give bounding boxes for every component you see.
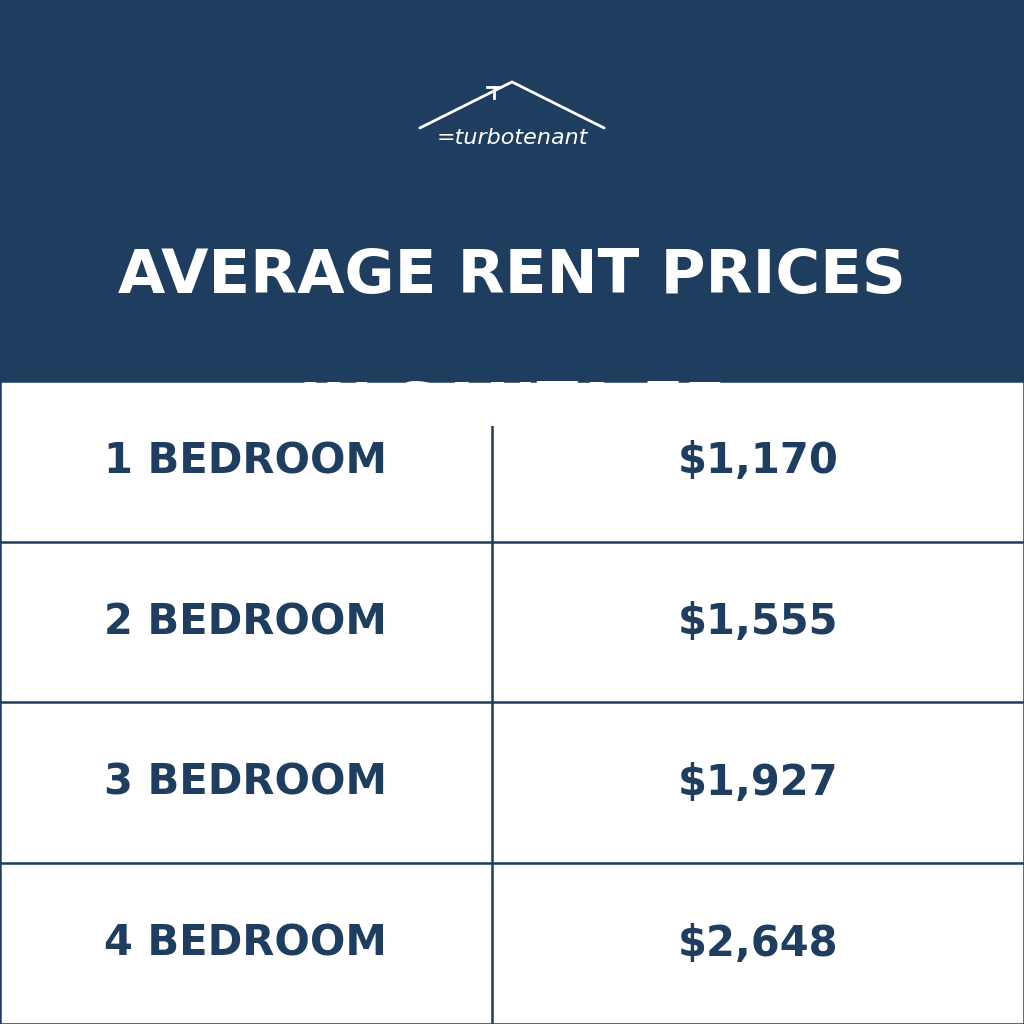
Text: AVERAGE RENT PRICES: AVERAGE RENT PRICES [118, 247, 906, 306]
Text: $1,170: $1,170 [677, 440, 839, 482]
Text: $2,648: $2,648 [678, 923, 838, 965]
Text: $1,555: $1,555 [678, 601, 838, 643]
Text: IN SANTA FE: IN SANTA FE [299, 380, 725, 439]
Bar [0, 381, 1024, 1024]
Text: 2 BEDROOM: 2 BEDROOM [104, 601, 387, 643]
Text: 4 BEDROOM: 4 BEDROOM [104, 923, 387, 965]
Bar [0, 0, 1024, 381]
Text: 1 BEDROOM: 1 BEDROOM [104, 440, 387, 482]
Text: =turbotenant: =turbotenant [436, 128, 588, 148]
Text: 3 BEDROOM: 3 BEDROOM [104, 762, 387, 804]
Text: $1,927: $1,927 [678, 762, 838, 804]
